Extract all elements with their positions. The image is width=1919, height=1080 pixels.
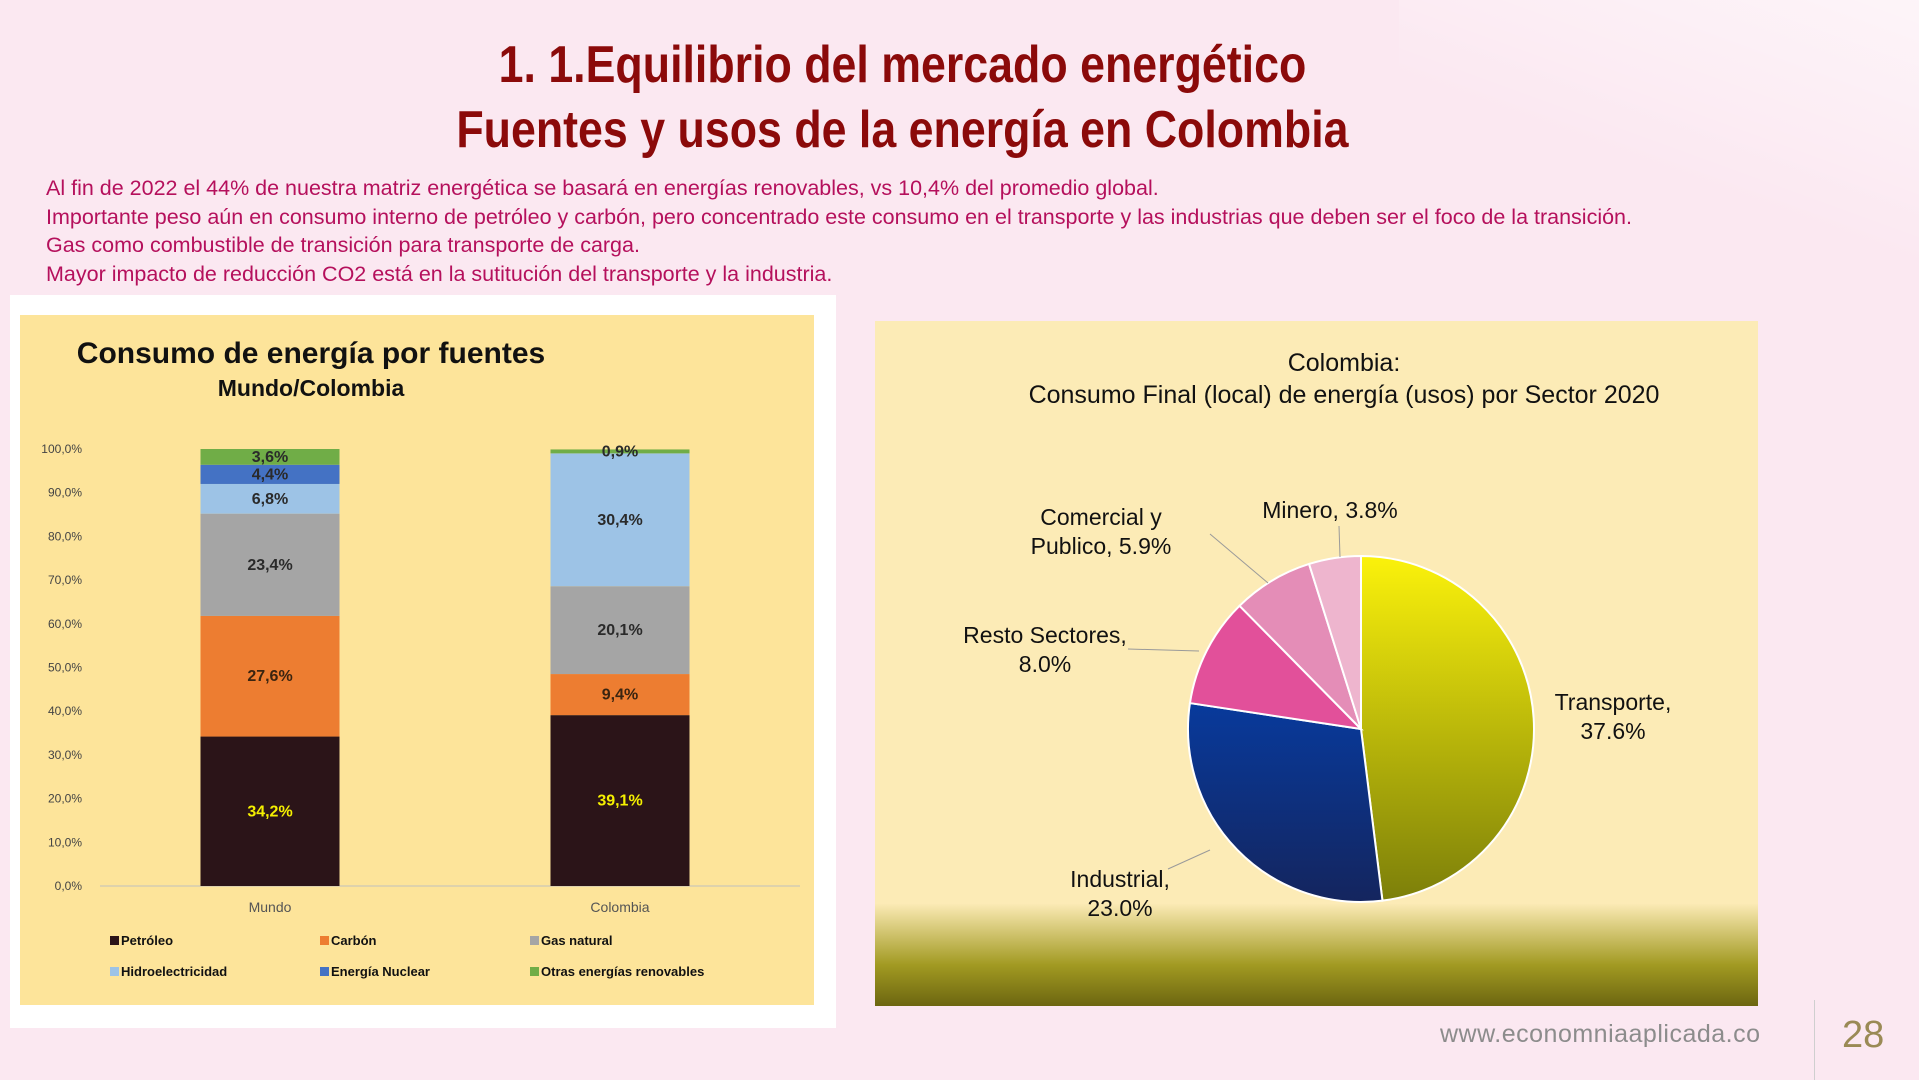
footer-website[interactable]: www.economniaaplicada.co (1440, 1020, 1761, 1048)
bar-segment (200, 449, 340, 465)
bar-segment (200, 615, 340, 737)
bar-segment (200, 483, 340, 514)
bar-segment (200, 464, 340, 484)
bar-data-label: 27,6% (247, 668, 292, 685)
bar-segment (550, 449, 690, 454)
slice-label-line2: 23.0% (1087, 895, 1152, 921)
slide-title-line2: Fuentes y usos de la energía en Colombia (456, 101, 1349, 159)
pie-slice (1187, 701, 1384, 903)
y-tick-label: 40,0% (48, 704, 82, 718)
bullet-item: Mayor impacto de reducción CO2 está en l… (46, 261, 833, 286)
bar-segment (200, 513, 340, 616)
pie-slice (1360, 554, 1536, 902)
slice-label-line2: Publico, 5.9% (1031, 533, 1172, 559)
y-tick-label: 50,0% (48, 661, 82, 675)
energy-sources-chart-panel: Consumo de energía por fuentes Mundo/Colo… (10, 295, 836, 1028)
legend-swatch (530, 936, 539, 945)
y-tick-label: 80,0% (48, 529, 82, 543)
y-tick-label: 100,0% (41, 442, 82, 456)
leader-line (1127, 648, 1200, 652)
footer-divider (1814, 1000, 1815, 1080)
pie-slice (1307, 554, 1362, 730)
legend-swatch (320, 967, 329, 976)
slice-label-line2: 8.0% (1019, 651, 1071, 677)
bullet-item: Al fin de 2022 el 44% de nuestra matriz … (46, 176, 1159, 200)
bar-data-label: 39,1% (597, 793, 642, 810)
bar-data-label: 34,2% (247, 803, 292, 820)
chart-title: Consumo de energía por fuentes (77, 337, 545, 370)
legend-swatch (530, 967, 539, 976)
bar-data-label: 20,1% (597, 622, 642, 639)
y-tick-label: 70,0% (48, 573, 82, 587)
page-number: 28 (1842, 1014, 1885, 1056)
sector-consumption-chart-panel: Colombia: Consumo Final (local) de energí… (875, 321, 1758, 1006)
legend-label: Carbón (331, 933, 377, 948)
legend-swatch (320, 936, 329, 945)
pie-title-line1: Colombia: (1288, 349, 1401, 377)
y-tick-label: 90,0% (48, 486, 82, 500)
bar-data-label: 9,4% (602, 687, 638, 704)
y-tick-label: 20,0% (48, 792, 82, 806)
slice-label-line1: Minero, 3.8% (1262, 497, 1398, 523)
legend-swatch (110, 936, 119, 945)
x-tick-label: Mundo (249, 899, 292, 915)
bar-segment (550, 674, 690, 716)
bar-data-label: 23,4% (247, 557, 292, 574)
bullet-item: Gas como combustible de transición para … (46, 233, 640, 257)
bar-data-label: 4,4% (252, 466, 288, 483)
y-tick-label: 60,0% (48, 617, 82, 631)
bar-segment (550, 453, 690, 587)
y-tick-label: 30,0% (48, 748, 82, 762)
bar-data-label: 3,6% (252, 449, 288, 466)
legend-label: Otras energías renovables (541, 964, 704, 979)
leader-line (1338, 525, 1341, 558)
stacked-bar-chart: Consumo de energía por fuentes Mundo/Colo… (20, 315, 814, 1005)
y-tick-label: 0,0% (55, 879, 83, 893)
slide-title-line1: 1. 1.Equilibrio del mercado energético (498, 36, 1307, 94)
legend-label: Gas natural (541, 933, 613, 948)
legend-label: Energía Nuclear (331, 964, 430, 979)
leader-line (1209, 533, 1269, 584)
slice-label-line1: Industrial, (1070, 866, 1170, 892)
chart-subtitle: Mundo/Colombia (218, 375, 405, 401)
legend-label: Petróleo (121, 933, 173, 948)
legend-label: Hidroelectricidad (121, 964, 227, 979)
pie-chart: Colombia: Consumo Final (local) de energí… (963, 349, 1672, 921)
bullet-item: Importante peso aún en consumo interno d… (46, 204, 1632, 229)
bar-segment (200, 736, 340, 886)
y-tick-label: 10,0% (48, 835, 82, 849)
bar-segment (550, 586, 690, 675)
chart-background (20, 315, 814, 1005)
bar-data-label: 0,9% (602, 443, 638, 460)
summary-bullets: Al fin de 2022 el 44% de nuestra matriz … (46, 174, 1632, 288)
slice-label-line1: Comercial y (1040, 504, 1162, 530)
legend-swatch (110, 967, 119, 976)
pie-title-line2: Consumo Final (local) de energía (usos) … (1029, 381, 1660, 409)
slice-label-line2: 37.6% (1580, 718, 1645, 744)
pie-slice (1188, 604, 1364, 731)
leader-line (1167, 849, 1211, 870)
slice-label-line1: Transporte, (1555, 689, 1672, 715)
bar-data-label: 6,8% (252, 491, 288, 508)
x-tick-label: Colombia (590, 899, 649, 915)
bar-data-label: 30,4% (597, 512, 642, 529)
bar-segment (550, 715, 690, 886)
slice-label-line1: Resto Sectores, (963, 622, 1127, 648)
